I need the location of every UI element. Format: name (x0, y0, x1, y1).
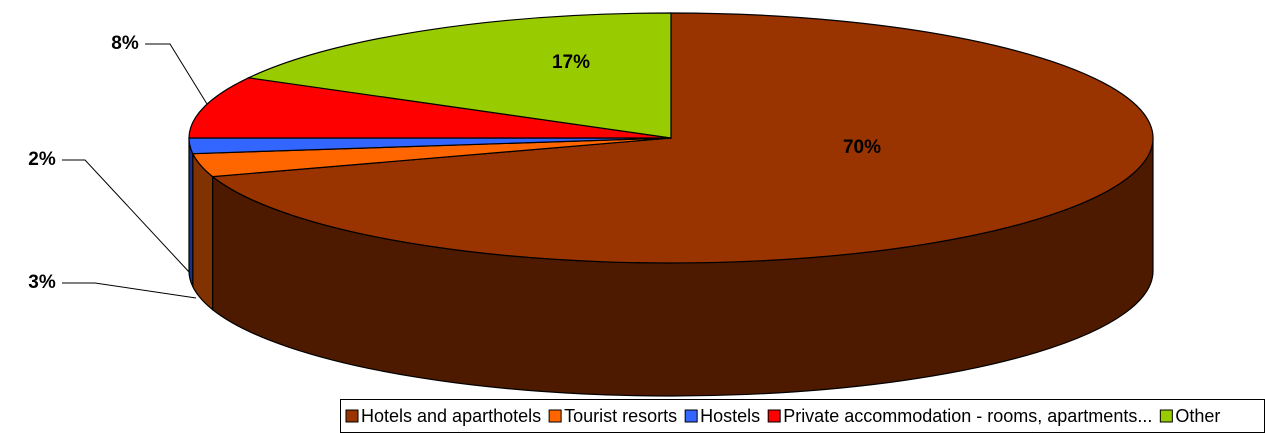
data-label: 70% (843, 137, 881, 158)
data-label: 17% (552, 52, 590, 73)
leader-line (145, 43, 208, 105)
legend-box (340, 399, 1265, 433)
slice (211, 12, 1154, 264)
data-label: 8% (111, 33, 139, 54)
slice (246, 12, 672, 139)
legend-label: Hotels and aparthotels (361, 406, 541, 426)
legend-swatch (767, 409, 781, 423)
legend-swatch (345, 409, 359, 423)
legend-label: Other (1175, 406, 1220, 426)
legend-label: Hostels (700, 406, 760, 426)
legend-label: Private accommodation - rooms, apartment… (783, 406, 1152, 426)
slice-side (188, 137, 194, 287)
leader-line (62, 159, 191, 274)
legend-swatch (548, 409, 562, 423)
data-label: 3% (28, 272, 56, 293)
slice-side (192, 153, 214, 311)
leader-line (62, 282, 197, 299)
slice (188, 77, 672, 139)
legend-label: Tourist resorts (564, 406, 677, 426)
legend-swatch (684, 409, 698, 423)
legend-swatch (1159, 409, 1173, 423)
data-label: 2% (28, 149, 56, 170)
